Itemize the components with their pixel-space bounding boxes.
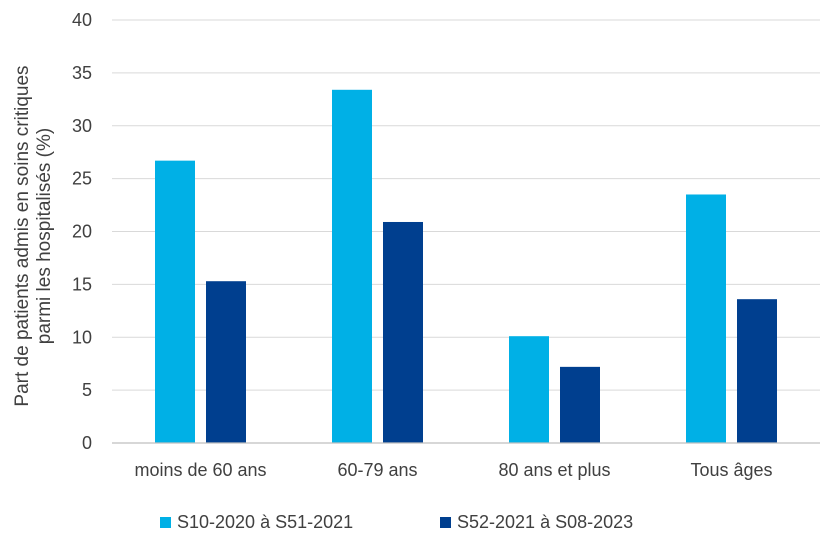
bar: [383, 221, 423, 443]
bar: [686, 194, 726, 443]
bar: [737, 299, 777, 443]
x-tick-label: Tous âges: [690, 460, 772, 480]
legend: S10-2020 à S51-2021 S52-2021 à S08-2023: [160, 512, 633, 532]
bar: [332, 89, 372, 444]
y-tick-label: 5: [82, 380, 92, 400]
y-tick-label: 40: [72, 10, 92, 30]
legend-swatch: [440, 517, 451, 528]
bar: [206, 281, 246, 443]
y-tick-label: 15: [72, 274, 92, 294]
bar: [560, 366, 600, 443]
y-axis-label-line-1: Part de patients admis en soins critique…: [12, 65, 33, 406]
y-tick-label: 25: [72, 169, 92, 189]
y-tick-label: 30: [72, 116, 92, 136]
x-axis-ticks: moins de 60 ans 60-79 ans 80 ans et plus To…: [134, 460, 772, 480]
y-axis-ticks: 0 5 10 15 20 25 30 35 40: [72, 10, 92, 453]
x-tick-label: 60-79 ans: [337, 460, 417, 480]
bar: [509, 336, 549, 443]
x-tick-label: 80 ans et plus: [498, 460, 610, 480]
legend-label: S52-2021 à S08-2023: [457, 512, 633, 532]
y-tick-label: 20: [72, 222, 92, 242]
bars: [155, 89, 777, 444]
y-tick-label: 10: [72, 327, 92, 347]
x-tick-label: moins de 60 ans: [134, 460, 266, 480]
y-axis-label-line-2: parmi les hospitalisés (%): [34, 128, 55, 344]
bar: [155, 160, 195, 443]
legend-swatch: [160, 517, 171, 528]
y-tick-label: 35: [72, 63, 92, 83]
y-tick-label: 0: [82, 433, 92, 453]
legend-label: S10-2020 à S51-2021: [177, 512, 353, 532]
